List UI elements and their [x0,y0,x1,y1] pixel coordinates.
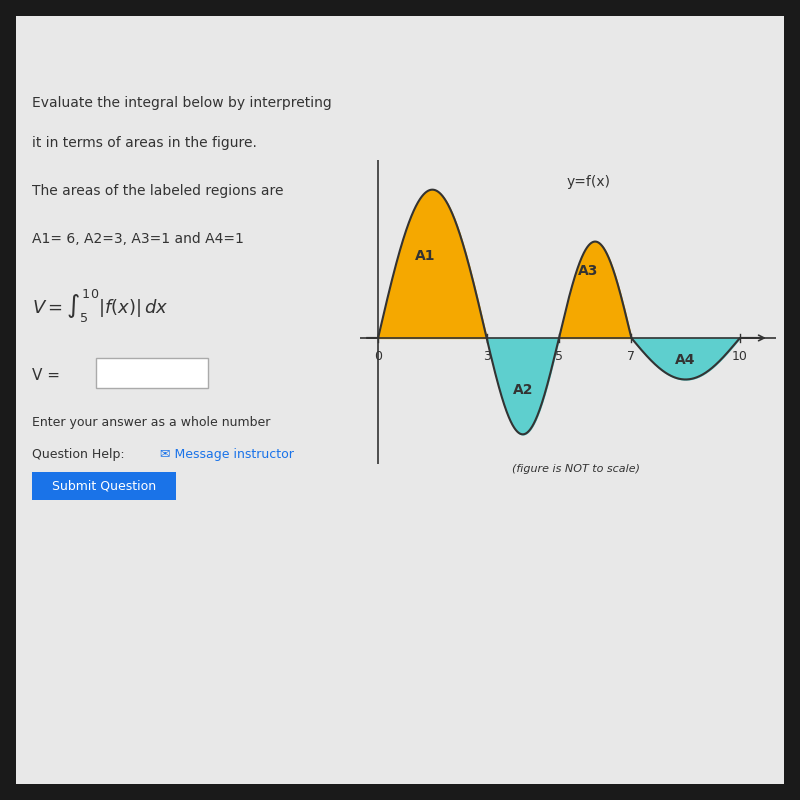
Text: y=f(x): y=f(x) [566,175,610,190]
Text: A1: A1 [415,250,435,263]
Text: 7: 7 [627,350,635,363]
Text: A4: A4 [675,353,696,367]
Text: Submit Question: Submit Question [52,479,156,492]
Text: (figure is NOT to scale): (figure is NOT to scale) [512,464,640,474]
Text: The areas of the labeled regions are: The areas of the labeled regions are [32,184,283,198]
Text: Evaluate the integral below by interpreting: Evaluate the integral below by interpret… [32,96,332,110]
Text: 3: 3 [482,350,490,363]
Text: ✉ Message instructor: ✉ Message instructor [160,448,294,461]
Text: A2: A2 [513,383,533,397]
Text: 0: 0 [374,350,382,363]
Text: A3: A3 [578,264,598,278]
Text: A1= 6, A2=3, A3=1 and A4=1: A1= 6, A2=3, A3=1 and A4=1 [32,232,244,246]
Text: Question Help:: Question Help: [32,448,129,461]
Text: V =: V = [32,368,65,383]
Text: 5: 5 [555,350,563,363]
Text: it in terms of areas in the figure.: it in terms of areas in the figure. [32,136,257,150]
Text: 10: 10 [732,350,748,363]
Text: $V = \int_{5}^{10} |f(x)|\, dx$: $V = \int_{5}^{10} |f(x)|\, dx$ [32,288,168,325]
Text: Enter your answer as a whole number: Enter your answer as a whole number [32,416,270,429]
